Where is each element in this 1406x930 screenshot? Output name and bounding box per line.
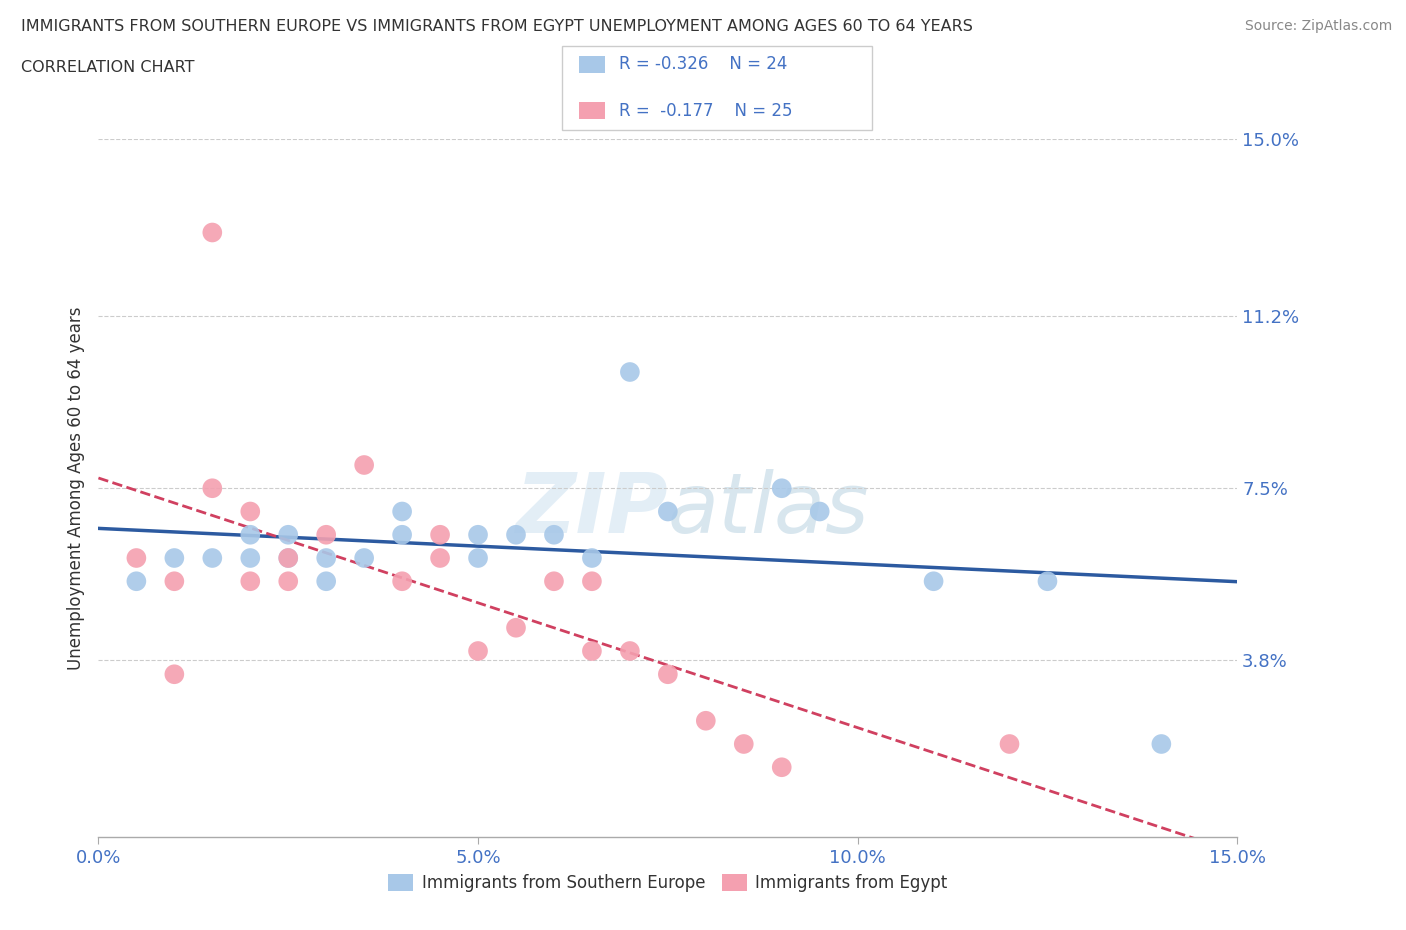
Point bbox=[619, 365, 641, 379]
Point bbox=[467, 551, 489, 565]
Y-axis label: Unemployment Among Ages 60 to 64 years: Unemployment Among Ages 60 to 64 years bbox=[66, 307, 84, 670]
Point bbox=[505, 620, 527, 635]
Point bbox=[201, 551, 224, 565]
Legend: Immigrants from Southern Europe, Immigrants from Egypt: Immigrants from Southern Europe, Immigra… bbox=[381, 867, 955, 898]
Point bbox=[239, 574, 262, 589]
Point bbox=[277, 527, 299, 542]
Point bbox=[581, 551, 603, 565]
Point bbox=[163, 667, 186, 682]
Point bbox=[543, 574, 565, 589]
Text: CORRELATION CHART: CORRELATION CHART bbox=[21, 60, 194, 75]
Point bbox=[315, 574, 337, 589]
Point bbox=[657, 504, 679, 519]
Point bbox=[391, 527, 413, 542]
Point bbox=[619, 644, 641, 658]
Point bbox=[1036, 574, 1059, 589]
Point bbox=[163, 551, 186, 565]
Point bbox=[808, 504, 831, 519]
Point bbox=[770, 760, 793, 775]
Point bbox=[239, 504, 262, 519]
Point bbox=[467, 527, 489, 542]
Text: R = -0.326    N = 24: R = -0.326 N = 24 bbox=[619, 55, 787, 73]
Point bbox=[277, 574, 299, 589]
Point bbox=[315, 551, 337, 565]
Point bbox=[277, 551, 299, 565]
Point bbox=[505, 527, 527, 542]
Point bbox=[429, 527, 451, 542]
Point bbox=[695, 713, 717, 728]
Point bbox=[391, 574, 413, 589]
Point bbox=[239, 527, 262, 542]
Point bbox=[353, 458, 375, 472]
Point bbox=[125, 551, 148, 565]
Point bbox=[201, 481, 224, 496]
Text: ZIP: ZIP bbox=[515, 469, 668, 550]
Point bbox=[998, 737, 1021, 751]
Point bbox=[770, 481, 793, 496]
Point bbox=[315, 527, 337, 542]
Point bbox=[581, 644, 603, 658]
Point bbox=[429, 551, 451, 565]
Point bbox=[922, 574, 945, 589]
Text: atlas: atlas bbox=[668, 469, 869, 550]
Point bbox=[657, 667, 679, 682]
Point bbox=[391, 504, 413, 519]
Point bbox=[1150, 737, 1173, 751]
Point bbox=[125, 574, 148, 589]
Point bbox=[467, 644, 489, 658]
Point bbox=[353, 551, 375, 565]
Point bbox=[239, 551, 262, 565]
Text: Source: ZipAtlas.com: Source: ZipAtlas.com bbox=[1244, 19, 1392, 33]
Point bbox=[733, 737, 755, 751]
Point bbox=[581, 574, 603, 589]
Point bbox=[163, 574, 186, 589]
Point bbox=[543, 527, 565, 542]
Point bbox=[277, 551, 299, 565]
Text: R =  -0.177    N = 25: R = -0.177 N = 25 bbox=[619, 101, 792, 120]
Text: IMMIGRANTS FROM SOUTHERN EUROPE VS IMMIGRANTS FROM EGYPT UNEMPLOYMENT AMONG AGES: IMMIGRANTS FROM SOUTHERN EUROPE VS IMMIG… bbox=[21, 19, 973, 33]
Point bbox=[201, 225, 224, 240]
